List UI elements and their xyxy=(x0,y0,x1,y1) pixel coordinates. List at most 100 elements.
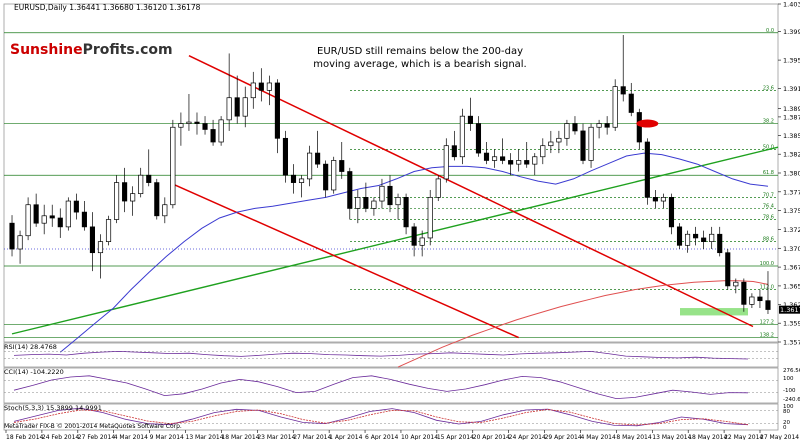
candle-body xyxy=(194,121,200,124)
candle-body xyxy=(443,145,449,180)
copyright-footer: MetaTrader FIX-B © 2001-2014 MetaQuotes … xyxy=(4,423,182,430)
fib-level-label: 88.6 xyxy=(763,237,774,243)
candle-body xyxy=(491,156,498,161)
x-tick-label: 18 Mar 2014 xyxy=(221,434,259,440)
y-tick-label: 1.40320 xyxy=(783,1,800,9)
candle-body xyxy=(226,97,232,121)
ma50-line xyxy=(59,152,769,353)
candle-body xyxy=(467,115,473,124)
candle-body xyxy=(749,296,755,305)
candle-body xyxy=(114,182,120,220)
candle-body xyxy=(451,145,457,158)
candle-body xyxy=(676,226,683,246)
candle-body xyxy=(387,185,393,206)
candle-body xyxy=(652,197,658,202)
candle-body xyxy=(475,123,482,154)
candle-body xyxy=(411,226,417,246)
cci-scale-label: -240.6155 xyxy=(783,397,800,403)
cci-label: CCI(14) -104.2220 xyxy=(4,368,64,376)
y-tick-label: 1.37010 xyxy=(783,245,800,253)
fib-level-label: 50.0 xyxy=(763,144,774,150)
candle-body xyxy=(315,152,321,165)
plot-layer: 1.40320 1.39945 1.39560 1.39175 1.389051.387… xyxy=(3,1,800,441)
cci-panel-frame xyxy=(3,367,779,404)
candle-body xyxy=(210,129,216,143)
channel-lower-line xyxy=(172,183,519,339)
x-tick-label: 18 Feb 2014 xyxy=(6,434,44,440)
candle-body xyxy=(178,123,184,128)
stoch-line xyxy=(13,409,749,426)
candle-body xyxy=(41,215,47,224)
y-tick-label: 1.36245 xyxy=(783,301,800,309)
candle-body xyxy=(105,219,112,242)
y-tick-label: 1.37775 xyxy=(783,188,800,196)
candle-body xyxy=(524,160,530,165)
brand-part-1: Sunshine xyxy=(10,42,83,58)
candle-body xyxy=(395,197,401,206)
x-tick-label: 4 Mar 2014 xyxy=(114,434,148,440)
x-tick-label: 27 May 2014 xyxy=(760,434,799,440)
candle-body xyxy=(580,130,586,161)
x-tick-label: 24 Feb 2014 xyxy=(42,434,80,440)
x-tick-label: 8 May 2014 xyxy=(616,434,651,440)
cci-scale-label: -100 xyxy=(783,388,796,394)
candle-body xyxy=(564,123,570,139)
candle-body xyxy=(363,197,369,209)
candle-body xyxy=(170,126,176,206)
candle-body xyxy=(660,197,666,202)
x-tick-label: 1 Apr 2014 xyxy=(329,434,362,440)
candle-body xyxy=(89,226,96,254)
fib-level-label: 138.2 xyxy=(760,333,774,339)
x-tick-label: 27 Feb 2014 xyxy=(78,434,116,440)
candle-body xyxy=(516,160,522,165)
fib-level-label: 38.2 xyxy=(763,119,774,125)
ma200-line xyxy=(397,280,769,368)
candle-body xyxy=(290,174,297,183)
y-tick-label: 1.38905 xyxy=(783,105,800,113)
rsi-line xyxy=(13,350,749,360)
candle-body xyxy=(604,123,610,128)
candle-body xyxy=(266,82,272,91)
candle-body xyxy=(331,160,337,191)
candle-body xyxy=(138,174,144,195)
candle-body xyxy=(596,123,602,128)
y-tick-label: 1.37520 xyxy=(783,207,800,215)
candle-body xyxy=(500,156,506,161)
fib-level-label: 100.0 xyxy=(760,261,774,267)
stoch-panel-frame xyxy=(3,403,779,431)
y-tick-label: 1.38790 xyxy=(783,113,800,121)
candle-body xyxy=(81,211,87,228)
candle-body xyxy=(668,197,675,228)
candle-body xyxy=(717,233,723,254)
candle-body xyxy=(186,121,192,124)
candle-body xyxy=(234,97,240,117)
candle-body xyxy=(403,197,409,228)
y-tick-label: 1.39560 xyxy=(783,57,800,65)
x-tick-label: 6 Apr 2014 xyxy=(365,434,398,440)
candle-body xyxy=(709,233,715,242)
y-tick-label: 1.35995 xyxy=(783,320,800,328)
candle-body xyxy=(588,126,594,161)
candle-body xyxy=(379,185,385,202)
candle-body xyxy=(612,86,618,128)
x-tick-label: 24 Apr 2014 xyxy=(509,434,546,440)
candle-body xyxy=(298,178,305,183)
candle-body xyxy=(620,86,626,95)
x-tick-label: 18 May 2014 xyxy=(688,434,727,440)
candle-body xyxy=(282,137,289,176)
candle-body xyxy=(757,296,763,302)
candle-body xyxy=(347,171,353,209)
symbol-header: EURUSD,Daily 1.36441 1.36680 1.36120 1.3… xyxy=(14,3,201,12)
candle-body xyxy=(419,237,425,246)
candle-body xyxy=(97,241,104,254)
x-tick-label: 10 Apr 2014 xyxy=(401,434,438,440)
candle-body xyxy=(701,237,707,242)
candle-body xyxy=(427,197,433,239)
last-price-box xyxy=(779,305,800,314)
candle-body xyxy=(9,222,15,250)
candle-body xyxy=(25,204,31,237)
y-tick-label: 1.39945 xyxy=(783,28,800,36)
candle-body xyxy=(339,160,345,172)
x-tick-label: 29 Apr 2014 xyxy=(545,434,582,440)
